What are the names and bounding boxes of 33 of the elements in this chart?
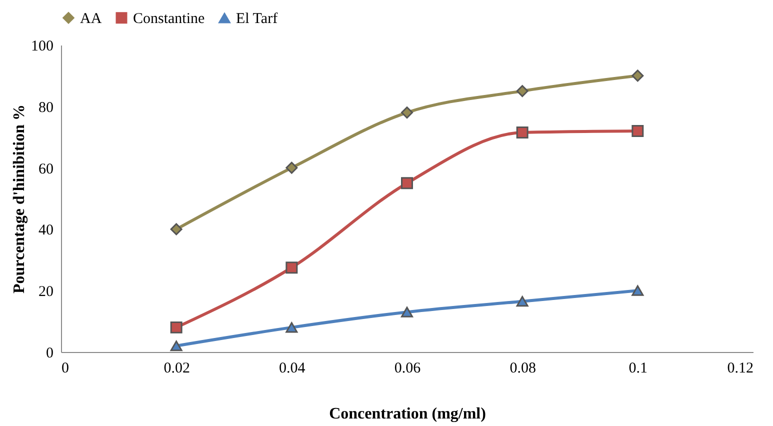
x-tick-label: 0.04 — [279, 360, 306, 376]
point — [170, 321, 182, 334]
x-tick-label: 0.02 — [164, 360, 190, 376]
legend-label: AA — [80, 10, 102, 27]
y-tick-label: 20 — [38, 284, 54, 300]
point — [516, 296, 528, 307]
point — [170, 223, 182, 236]
point — [516, 126, 528, 138]
point — [401, 306, 413, 318]
x-tick-label: 0.08 — [510, 360, 536, 376]
y-tick-label: 0 — [46, 346, 54, 362]
point — [516, 85, 528, 98]
point — [170, 340, 182, 352]
point — [286, 162, 298, 174]
y-tick-label: 40 — [38, 222, 54, 239]
y-axis-title: Pourcentage d'hinibition % — [11, 104, 28, 294]
legend-label: El Tarf — [236, 11, 278, 28]
point — [632, 124, 644, 137]
legend-label: Constantine — [133, 10, 205, 27]
x-tick-label: 0.06 — [394, 360, 422, 376]
x-axis-title: Concentration (mg/ml) — [329, 406, 486, 422]
y-tick-label: 60 — [38, 161, 54, 178]
point — [401, 106, 413, 119]
point — [632, 285, 644, 296]
y-tick-label: 100 — [31, 38, 54, 54]
y-tick-label: 80 — [38, 100, 54, 116]
x-tick-label: 0.12 — [727, 360, 754, 376]
x-tick-label: 0.1 — [628, 360, 648, 376]
point — [286, 262, 298, 274]
point — [632, 70, 644, 82]
point — [286, 322, 298, 333]
x-tick-label: 0 — [62, 360, 69, 376]
point — [401, 177, 413, 190]
